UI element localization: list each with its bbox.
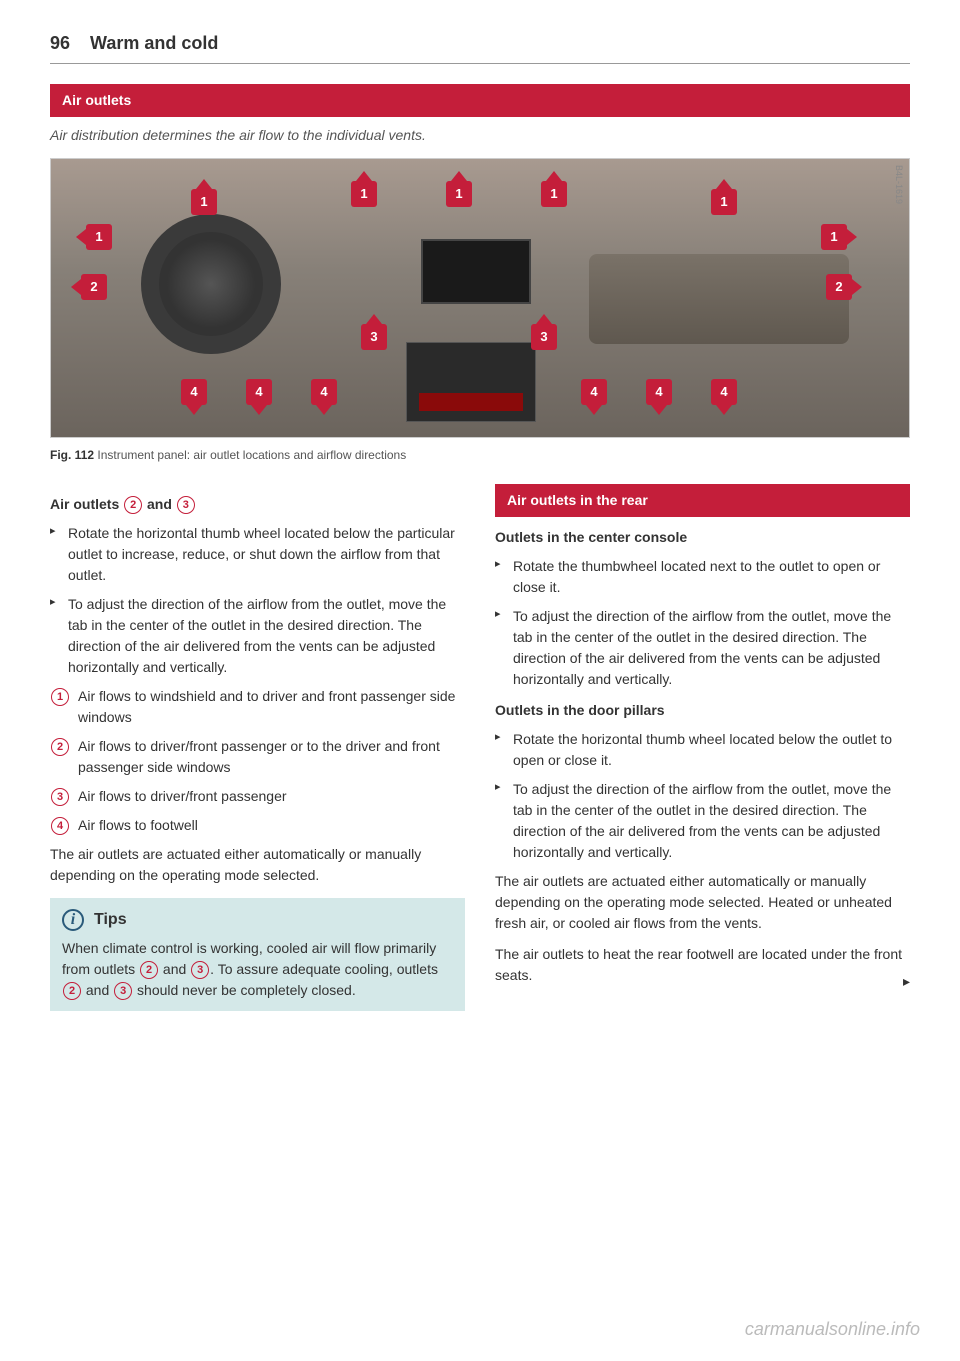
right-heading-1: Outlets in the center console [495,527,910,548]
circled-text: Air flows to windshield and to driver an… [78,686,465,728]
figure-code: B4L-1619 [892,165,906,204]
paragraph: The air outlets to heat the rear footwel… [495,944,910,986]
center-console [406,342,536,422]
tips-header: i Tips [62,908,453,932]
center-screen [421,239,531,304]
right-heading-2: Outlets in the door pillars [495,700,910,721]
callout-4: 4 [181,379,207,405]
callout-4: 4 [646,379,672,405]
heading-text: and [143,496,176,512]
figure-instrument-panel: B4L-1619 1 1 1 1 1 1 1 2 2 3 3 4 4 4 4 4 4 [50,158,910,438]
callout-4: 4 [311,379,337,405]
circled-2-icon: 2 [140,961,158,979]
circled-item: 2 Air flows to driver/front passenger or … [50,736,465,778]
callout-1: 1 [821,224,847,250]
callout-1: 1 [541,181,567,207]
circled-text: Air flows to footwell [78,815,465,836]
heading-text: Air outlets [50,496,123,512]
right-column: Air outlets in the rear Outlets in the c… [495,484,910,1011]
callout-4: 4 [581,379,607,405]
callout-3: 3 [361,324,387,350]
circled-item: 3 Air flows to driver/front passenger [50,786,465,807]
bullet-text: Rotate the horizontal thumb wheel locate… [513,729,910,771]
callout-3: 3 [531,324,557,350]
callout-1: 1 [86,224,112,250]
glovebox [589,254,849,344]
callout-1: 1 [446,181,472,207]
callout-1: 1 [351,181,377,207]
steering-wheel [141,214,281,354]
paragraph-text: The air outlets to heat the rear footwel… [495,946,902,983]
callout-4: 4 [246,379,272,405]
left-column: Air outlets 2 and 3 ▸Rotate the horizont… [50,484,465,1011]
triangle-icon: ▸ [50,523,68,586]
callout-4: 4 [711,379,737,405]
bullet-text: Rotate the horizontal thumb wheel locate… [68,523,465,586]
tips-box: i Tips When climate control is working, c… [50,898,465,1011]
figure-caption: Fig. 112 Instrument panel: air outlet lo… [50,446,910,464]
watermark: carmanualsonline.info [745,1316,920,1343]
callout-2: 2 [81,274,107,300]
left-heading: Air outlets 2 and 3 [50,494,465,515]
bullet-text: To adjust the direction of the airflow f… [513,779,910,863]
circled-1-icon: 1 [51,688,69,706]
section-subtitle: Air distribution determines the air flow… [50,125,910,146]
bullet-item: ▸Rotate the horizontal thumb wheel locat… [495,729,910,771]
page-header: 96 Warm and cold [50,30,910,64]
callout-1: 1 [711,189,737,215]
chapter-title: Warm and cold [90,30,218,57]
circled-3-icon: 3 [51,788,69,806]
triangle-icon: ▸ [495,606,513,690]
callout-1: 1 [191,189,217,215]
tips-title: Tips [94,908,127,932]
bullet-item: ▸To adjust the direction of the airflow … [495,779,910,863]
bullet-text: To adjust the direction of the airflow f… [513,606,910,690]
bullet-item: ▸To adjust the direction of the airflow … [495,606,910,690]
tips-text: should never be completely closed. [133,982,356,998]
callout-2: 2 [826,274,852,300]
triangle-icon: ▸ [495,779,513,863]
circled-4-icon: 4 [51,817,69,835]
circled-2-icon: 2 [124,496,142,514]
circled-text: Air flows to driver/front passenger or t… [78,736,465,778]
triangle-icon: ▸ [50,594,68,678]
bullet-text: To adjust the direction of the airflow f… [68,594,465,678]
section-title-bar: Air outlets [50,84,910,117]
continue-icon: ▸ [903,971,910,992]
circled-3-icon: 3 [114,982,132,1000]
tips-text: and [82,982,113,998]
figure-caption-text: Instrument panel: air outlet locations a… [97,448,406,462]
circled-text: Air flows to driver/front passenger [78,786,465,807]
right-section-bar: Air outlets in the rear [495,484,910,517]
tips-text: . To assure adequate cooling, outlets [210,961,438,977]
bullet-text: Rotate the thumbwheel located next to th… [513,556,910,598]
paragraph: The air outlets are actuated either auto… [50,844,465,886]
bullet-item: ▸Rotate the horizontal thumb wheel locat… [50,523,465,586]
figure-number: Fig. 112 [50,448,94,462]
tips-body: When climate control is working, cooled … [62,938,453,1001]
bullet-item: ▸To adjust the direction of the airflow … [50,594,465,678]
bullet-item: ▸Rotate the thumbwheel located next to t… [495,556,910,598]
circled-2-icon: 2 [63,982,81,1000]
triangle-icon: ▸ [495,729,513,771]
circled-3-icon: 3 [177,496,195,514]
circled-item: 1 Air flows to windshield and to driver a… [50,686,465,728]
tips-text: and [159,961,190,977]
page-number: 96 [50,30,70,57]
circled-3-icon: 3 [191,961,209,979]
triangle-icon: ▸ [495,556,513,598]
paragraph: The air outlets are actuated either auto… [495,871,910,934]
info-icon: i [62,909,84,931]
circled-item: 4 Air flows to footwell [50,815,465,836]
circled-2-icon: 2 [51,738,69,756]
